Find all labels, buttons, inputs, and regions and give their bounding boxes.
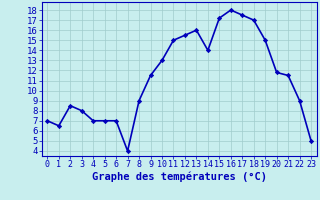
X-axis label: Graphe des températures (°C): Graphe des températures (°C)	[92, 172, 267, 182]
